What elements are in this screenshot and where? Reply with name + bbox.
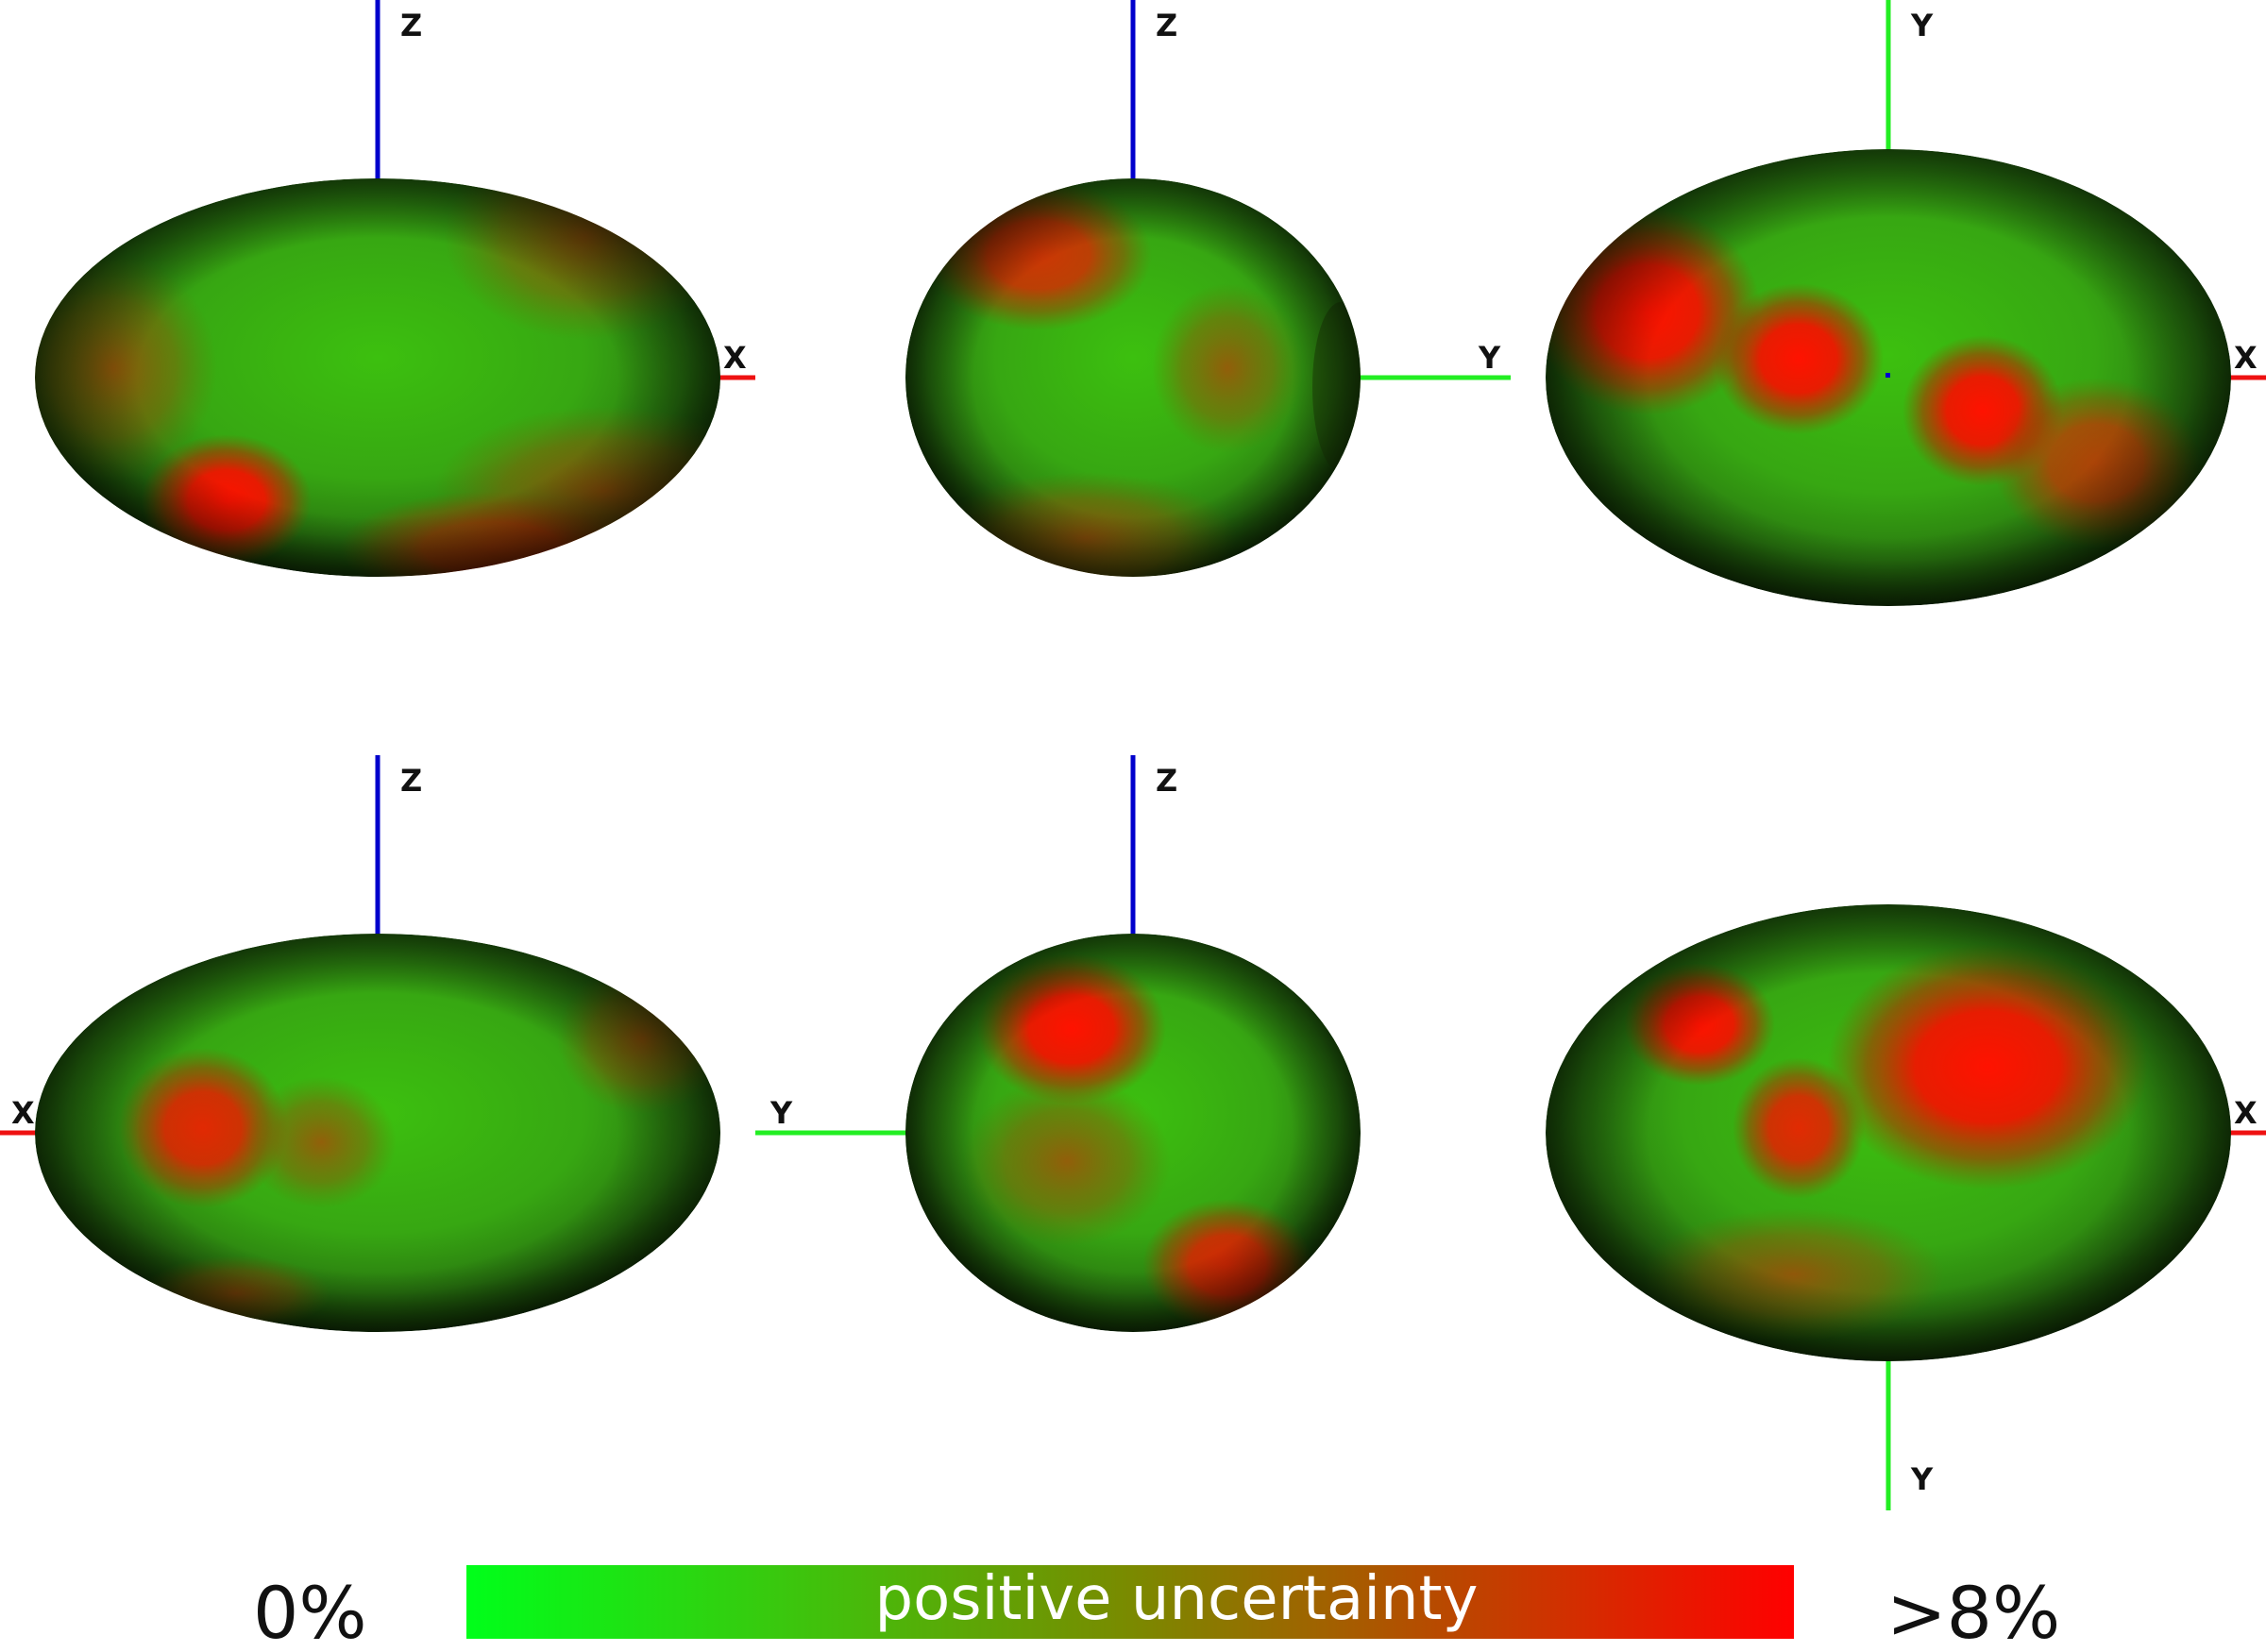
ellipsoid-surface — [1546, 149, 2231, 606]
axis-label-z: Z — [1156, 8, 1177, 43]
colorbar: positive uncertainty 0% >8% — [253, 1564, 2060, 1652]
axis-label-y: Y — [1910, 8, 1934, 43]
colorbar-min-label: 0% — [253, 1571, 367, 1652]
view-6: X Y — [1546, 904, 2266, 1510]
axis-label-x: X — [2234, 340, 2258, 376]
axis-label-x: X — [723, 340, 747, 376]
axis-origin-marker — [1886, 373, 1890, 378]
view-1: Z X — [35, 0, 755, 577]
ellipsoid-surface — [35, 934, 720, 1332]
axis-label-z: Z — [400, 763, 422, 799]
axis-label-y: Y — [769, 1095, 793, 1131]
axis-label-x: X — [2234, 1095, 2258, 1131]
ellipsoid-surface — [905, 934, 1361, 1332]
axis-label-y: Y — [1478, 340, 1501, 376]
ellipsoid-surface — [905, 178, 1361, 577]
view-5: Z Y — [755, 755, 1361, 1332]
axis-label-x: X — [11, 1095, 35, 1131]
colorbar-title: positive uncertainty — [875, 1564, 1479, 1634]
ellipsoid-surface — [1546, 904, 2231, 1361]
view-4: Z X — [0, 755, 720, 1332]
axis-label-z: Z — [400, 8, 422, 43]
axis-label-y: Y — [1910, 1461, 1934, 1497]
view-2: Z Y — [905, 0, 1511, 577]
ellipsoid-surface — [35, 178, 720, 577]
colorbar-gradient — [466, 1565, 1794, 1639]
colorbar-max-label: >8% — [1886, 1571, 2060, 1652]
view-3: Y X — [1546, 0, 2266, 606]
axis-label-z: Z — [1156, 763, 1177, 799]
